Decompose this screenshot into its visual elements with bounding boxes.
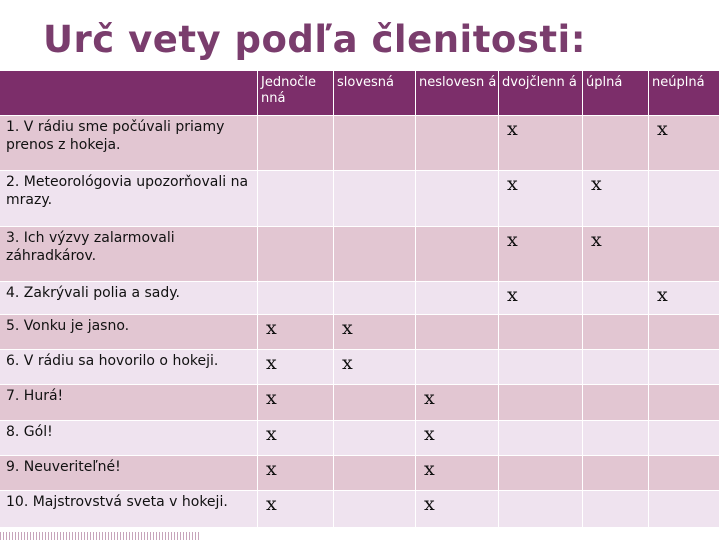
mark-cell — [649, 171, 720, 227]
mark-cell — [499, 385, 583, 421]
table-row: 9. Neuveriteľné! x x — [0, 456, 720, 491]
mark-cell — [583, 456, 649, 491]
mark-cell — [499, 350, 583, 385]
mark-cell — [334, 456, 416, 491]
table-row: 3. Ich výzvy zalarmovali záhradkárov. x x — [0, 227, 720, 282]
mark-cell — [499, 491, 583, 528]
mark-cell: x — [334, 350, 416, 385]
mark-cell — [649, 350, 720, 385]
mark-cell — [649, 227, 720, 282]
mark-cell: x — [258, 491, 334, 528]
mark-cell — [334, 421, 416, 456]
mark-cell — [334, 227, 416, 282]
sentence-classification-table: Jednočle nná slovesná neslovesn á dvojčl… — [0, 71, 720, 528]
sentence-label: 8. Gól! — [0, 421, 258, 456]
mark-cell: x — [499, 227, 583, 282]
table-row: 8. Gól! x x — [0, 421, 720, 456]
header-cell-uplna: úplná — [583, 71, 649, 116]
table-row: 6. V rádiu sa hovorilo o hokeji. x x — [0, 350, 720, 385]
table-row: 7. Hurá! x x — [0, 385, 720, 421]
mark-cell: x — [583, 171, 649, 227]
mark-cell: x — [416, 491, 499, 528]
mark-cell: x — [583, 227, 649, 282]
mark-cell — [649, 315, 720, 350]
mark-cell — [583, 350, 649, 385]
sentence-label: 2. Meteorológovia upozorňovali na mrazy. — [0, 171, 258, 227]
mark-cell — [649, 491, 720, 528]
header-cell-jednoclenna: Jednočle nná — [258, 71, 334, 116]
mark-cell: x — [416, 421, 499, 456]
header-cell — [0, 71, 258, 116]
sentence-label: 10. Majstrovstvá sveta v hokeji. — [0, 491, 258, 528]
mark-cell — [499, 421, 583, 456]
mark-cell — [583, 315, 649, 350]
mark-cell — [499, 456, 583, 491]
sentence-label: 5. Vonku je jasno. — [0, 315, 258, 350]
sentence-label: 9. Neuveriteľné! — [0, 456, 258, 491]
header-cell-neslovesna: neslovesn á — [416, 71, 499, 116]
mark-cell — [258, 171, 334, 227]
mark-cell — [416, 171, 499, 227]
mark-cell — [583, 116, 649, 171]
mark-cell — [583, 491, 649, 528]
mark-cell — [258, 116, 334, 171]
sentence-label: 4. Zakrývali polia a sady. — [0, 282, 258, 315]
mark-cell: x — [499, 171, 583, 227]
mark-cell: x — [416, 456, 499, 491]
mark-cell — [416, 227, 499, 282]
header-cell-dvojclenna: dvojčlenn á — [499, 71, 583, 116]
mark-cell — [334, 116, 416, 171]
mark-cell — [649, 456, 720, 491]
mark-cell: x — [258, 350, 334, 385]
decorative-bar — [0, 532, 200, 540]
table-row: 1. V rádiu sme počúvali priamy prenos z … — [0, 116, 720, 171]
mark-cell — [258, 227, 334, 282]
header-cell-neuplna: neúplná — [649, 71, 720, 116]
header-row: Jednočle nná slovesná neslovesn á dvojčl… — [0, 71, 720, 116]
mark-cell — [416, 116, 499, 171]
mark-cell: x — [334, 315, 416, 350]
mark-cell — [649, 385, 720, 421]
mark-cell: x — [649, 282, 720, 315]
mark-cell — [258, 282, 334, 315]
mark-cell — [334, 171, 416, 227]
mark-cell — [499, 315, 583, 350]
table-row: 5. Vonku je jasno. x x — [0, 315, 720, 350]
mark-cell — [334, 282, 416, 315]
mark-cell: x — [258, 421, 334, 456]
mark-cell: x — [258, 315, 334, 350]
table-row: 2. Meteorológovia upozorňovali na mrazy.… — [0, 171, 720, 227]
slide-title: Urč vety podľa členitosti: — [43, 18, 587, 61]
mark-cell: x — [649, 116, 720, 171]
mark-cell: x — [258, 385, 334, 421]
mark-cell — [583, 385, 649, 421]
table-row: 10. Majstrovstvá sveta v hokeji. x x — [0, 491, 720, 528]
mark-cell — [416, 350, 499, 385]
mark-cell — [334, 385, 416, 421]
header-cell-slovesna: slovesná — [334, 71, 416, 116]
mark-cell: x — [258, 456, 334, 491]
mark-cell — [583, 282, 649, 315]
sentence-label: 6. V rádiu sa hovorilo o hokeji. — [0, 350, 258, 385]
mark-cell: x — [499, 116, 583, 171]
sentence-label: 3. Ich výzvy zalarmovali záhradkárov. — [0, 227, 258, 282]
mark-cell: x — [499, 282, 583, 315]
mark-cell — [416, 282, 499, 315]
mark-cell: x — [416, 385, 499, 421]
mark-cell — [334, 491, 416, 528]
mark-cell — [416, 315, 499, 350]
table-row: 4. Zakrývali polia a sady. x x — [0, 282, 720, 315]
sentence-label: 7. Hurá! — [0, 385, 258, 421]
mark-cell — [649, 421, 720, 456]
sentence-label: 1. V rádiu sme počúvali priamy prenos z … — [0, 116, 258, 171]
mark-cell — [583, 421, 649, 456]
